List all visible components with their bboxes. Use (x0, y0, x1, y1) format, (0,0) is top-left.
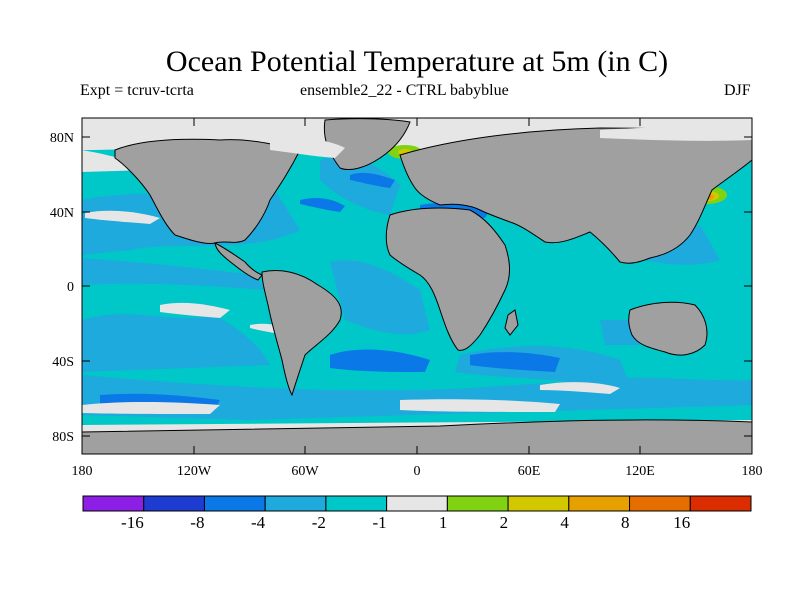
colorbar-swatch (203, 495, 266, 512)
lat-label-0: 0 (67, 280, 74, 295)
land-north-america (114, 138, 301, 244)
colorbar: -16 -8 -4 -2 -1 1 2 4 8 16 (82, 495, 752, 532)
land-antarctica (82, 419, 752, 454)
lon-label-60w: 60W (291, 464, 319, 479)
colorbar-swatch (325, 495, 388, 512)
colorbar-swatch (143, 495, 205, 512)
experiment-label: Expt = tcruv-tcrta (80, 82, 194, 99)
colorbar-label: -16 (121, 513, 144, 532)
colorbar-label: -2 (312, 513, 326, 532)
land-madagascar (504, 309, 519, 336)
lat-label-80n: 80N (50, 131, 74, 146)
latitude-labels: 80N 40N 0 40S 80S (50, 131, 74, 445)
colorbar-swatch (689, 495, 752, 512)
colorbar-swatch (386, 495, 448, 512)
colorbar-label: 4 (560, 513, 569, 532)
colorbar-label: -8 (190, 513, 204, 532)
land-south-america (261, 270, 342, 397)
colorbar-swatch (82, 495, 145, 512)
land-africa (385, 207, 510, 351)
lon-label-120w: 120W (177, 464, 212, 479)
season-label: DJF (724, 82, 751, 99)
colorbar-swatch (568, 495, 631, 512)
ensemble-label: ensemble2_22 - CTRL babyblue (300, 82, 509, 99)
axis-ticks (82, 118, 752, 454)
land-australia (628, 301, 708, 356)
longitude-labels: 180 120W 60W 0 60E 120E 180 (72, 464, 763, 479)
colorbar-swatch (264, 495, 327, 512)
colorbar-swatch (629, 495, 691, 512)
lon-label-180w: 180 (72, 464, 93, 479)
land-central-america (214, 242, 263, 281)
map-title: Ocean Potential Temperature at 5m (in C) (165, 45, 669, 78)
lon-label-0: 0 (414, 464, 421, 479)
lat-label-80s: 80S (52, 430, 74, 445)
colorbar-label: 16 (673, 513, 690, 532)
colorbar-label: 1 (439, 513, 448, 532)
lon-label-120e: 120E (625, 464, 655, 479)
colorbar-label: 8 (621, 513, 630, 532)
sea-ice-regions (270, 127, 752, 158)
map-field (82, 118, 752, 454)
colorbar-swatch (507, 495, 570, 512)
land-masses (82, 118, 752, 454)
lon-label-60e: 60E (518, 464, 541, 479)
colorbar-label: 2 (500, 513, 509, 532)
colorbar-swatch (446, 495, 509, 512)
lat-label-40s: 40S (52, 355, 74, 370)
colorbar-label: -1 (372, 513, 386, 532)
lat-label-40n: 40N (50, 206, 74, 221)
colorbar-label: -4 (251, 513, 266, 532)
lon-label-180e: 180 (742, 464, 763, 479)
